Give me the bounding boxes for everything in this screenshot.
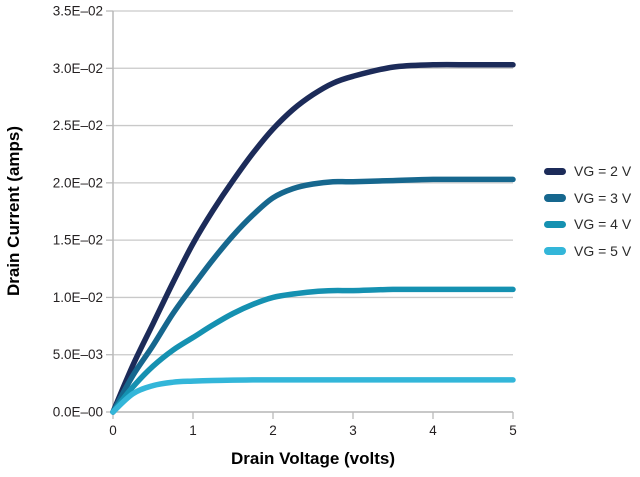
legend-swatch-icon <box>544 220 566 228</box>
x-axis-title: Drain Voltage (volts) <box>230 449 396 468</box>
y-tick-label: 1.5E–02 <box>53 233 103 248</box>
legend-label: VG = 3 V <box>574 189 632 206</box>
curves <box>110 61 516 415</box>
curve-vg-5-v <box>110 377 516 415</box>
y-tick-label: 5.0E–03 <box>53 347 103 362</box>
curve-vg-3-v <box>110 176 516 415</box>
legend-swatch-icon <box>544 194 566 202</box>
x-tick-label: 4 <box>429 423 437 438</box>
x-tick-label: 2 <box>269 423 277 438</box>
curve-vg-4-v <box>110 286 516 415</box>
legend-item: VG = 5 V <box>544 238 631 265</box>
legend-swatch-icon <box>544 247 566 255</box>
x-tick-label: 5 <box>509 423 517 438</box>
y-tick-label: 3.0E–02 <box>53 61 103 76</box>
y-tick-label: 0.0E–00 <box>53 405 103 420</box>
y-axis-title: Drain Current (amps) <box>4 125 23 297</box>
legend-label: VG = 4 V <box>574 216 632 233</box>
axes <box>112 11 513 413</box>
y-tick-label: 3.5E–02 <box>53 4 103 19</box>
x-tick-label: 0 <box>109 423 117 438</box>
legend-label: VG = 5 V <box>574 242 632 259</box>
y-tick-label: 2.0E–02 <box>53 175 103 190</box>
x-tick-label: 3 <box>349 423 357 438</box>
y-tick-label: 1.0E–02 <box>53 290 103 305</box>
y-tick-label: 2.5E–02 <box>53 118 103 133</box>
curve-vg-2-v <box>110 61 516 415</box>
legend-swatch-icon <box>544 167 566 175</box>
tick-labels: 0.0E–00 5.0E–03 1.0E–02 1.5E–02 2.0E–02 2.5E–… <box>53 4 517 439</box>
legend-item: VG = 3 V <box>544 185 631 212</box>
legend-item: VG = 4 V <box>544 211 631 238</box>
legend-item: VG = 2 V <box>544 158 631 185</box>
x-tick-label: 1 <box>189 423 197 438</box>
legend-label: VG = 2 V <box>574 163 632 180</box>
tick-marks <box>106 10 514 419</box>
legend: VG = 2 V VG = 3 V VG = 4 V VG = 5 V <box>544 158 631 264</box>
